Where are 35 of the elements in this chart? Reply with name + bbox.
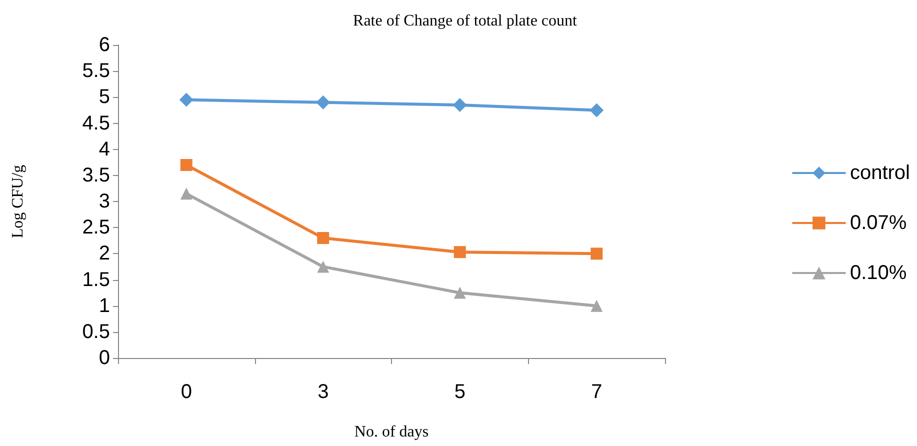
y-tick-label: 1.5	[82, 268, 110, 291]
point	[317, 232, 330, 244]
point	[590, 248, 603, 260]
x-tick-label: 3	[318, 381, 329, 403]
x-tick-label: 7	[591, 381, 602, 403]
point	[590, 103, 604, 118]
point	[454, 246, 466, 258]
y-tick-label: 2	[98, 242, 110, 265]
x-tick-label: 5	[454, 381, 466, 403]
y-tick-label: 3.5	[82, 164, 110, 186]
point	[316, 95, 330, 110]
chart-title: Rate of Change of total plate count	[353, 12, 578, 30]
point	[180, 188, 192, 200]
point	[454, 286, 466, 299]
y-axis-title: Log CFU/g	[10, 164, 26, 238]
x-axis-title: No. of days	[354, 424, 429, 440]
y-tick-label: 4	[98, 138, 110, 160]
legend-label: 0.10%	[850, 262, 907, 284]
y-tick-label: 5	[98, 86, 110, 108]
y-tick-label: 0	[98, 347, 110, 369]
point	[317, 260, 330, 273]
point	[180, 158, 192, 171]
y-tick-label: 5.5	[82, 60, 110, 82]
point	[452, 98, 467, 112]
y-tick-label: 2.5	[82, 216, 110, 239]
y-tick-label: 6	[98, 34, 110, 56]
point	[590, 300, 603, 312]
y-tick-label: 1	[98, 294, 110, 317]
legend-label: 0.07%	[850, 212, 907, 234]
y-tick-label: 3	[98, 190, 110, 212]
y-tick-label: 0.5	[82, 320, 110, 343]
point	[179, 92, 194, 107]
legend-label: control	[850, 162, 910, 184]
x-tick-label: 0	[180, 381, 192, 403]
y-tick-label: 4.5	[82, 112, 110, 134]
